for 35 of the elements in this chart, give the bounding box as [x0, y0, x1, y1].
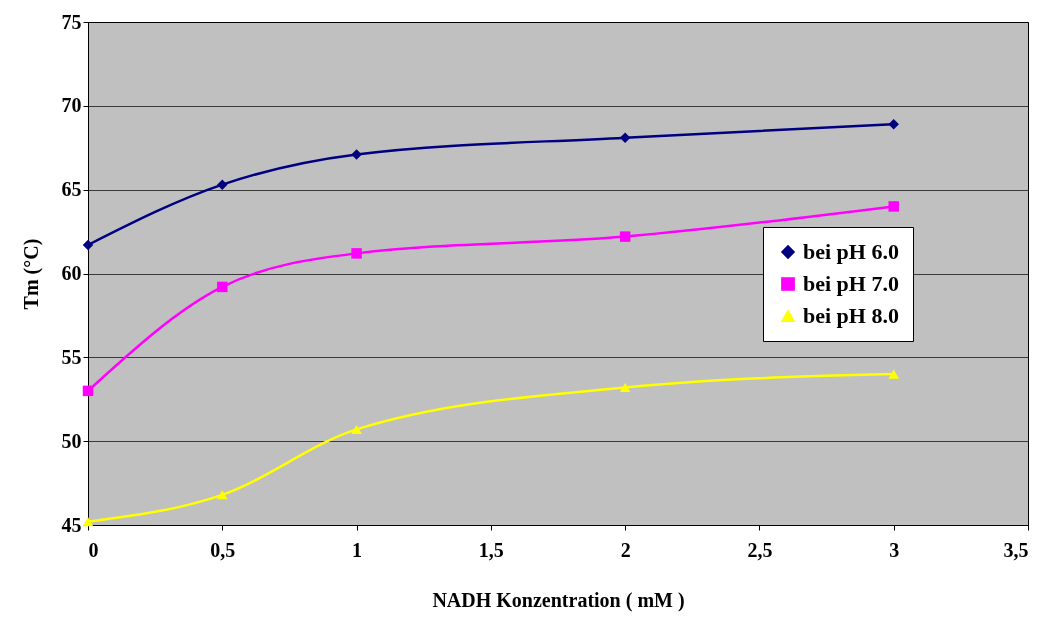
y-tick-label: 70: [61, 94, 82, 117]
y-tick-label: 50: [61, 429, 82, 452]
point: [82, 385, 94, 397]
point: [217, 281, 228, 293]
point: [217, 490, 228, 500]
x-tick-label: 3: [889, 538, 900, 561]
point: [619, 382, 631, 393]
y-tick-label: 75: [61, 10, 82, 33]
x-axis-title: NADH Konzentration ( mM ): [432, 588, 685, 612]
x-tick-label: 0: [88, 538, 99, 561]
x-tick-label: 2: [620, 538, 631, 561]
point: [888, 201, 899, 212]
y-tick-label: 60: [61, 262, 82, 284]
x-tick-label: 0,5: [210, 538, 236, 561]
y-tick-label: 45: [61, 513, 82, 536]
legend-label: bei pH 8.0: [803, 303, 899, 328]
x-tick-label: 2,5: [747, 538, 773, 561]
legend-label: bei pH 7.0: [803, 271, 899, 296]
point: [351, 149, 362, 160]
point: [82, 517, 94, 527]
point: [217, 179, 228, 190]
point: [351, 424, 362, 434]
y-tick-label: 65: [61, 178, 82, 201]
y-tick-label: 55: [61, 345, 82, 368]
point: [619, 132, 631, 143]
x-tick-label: 3,5: [1003, 538, 1029, 561]
y-axis-title: Tm (°C): [19, 238, 43, 310]
x-tick-label: 1,5: [478, 538, 504, 561]
x-tick-label: 1: [352, 538, 363, 561]
point: [82, 239, 94, 251]
point: [888, 369, 899, 379]
point: [888, 119, 899, 130]
point: [351, 248, 362, 259]
legend-label: bei pH 6.0: [803, 239, 899, 264]
point: [619, 231, 631, 242]
